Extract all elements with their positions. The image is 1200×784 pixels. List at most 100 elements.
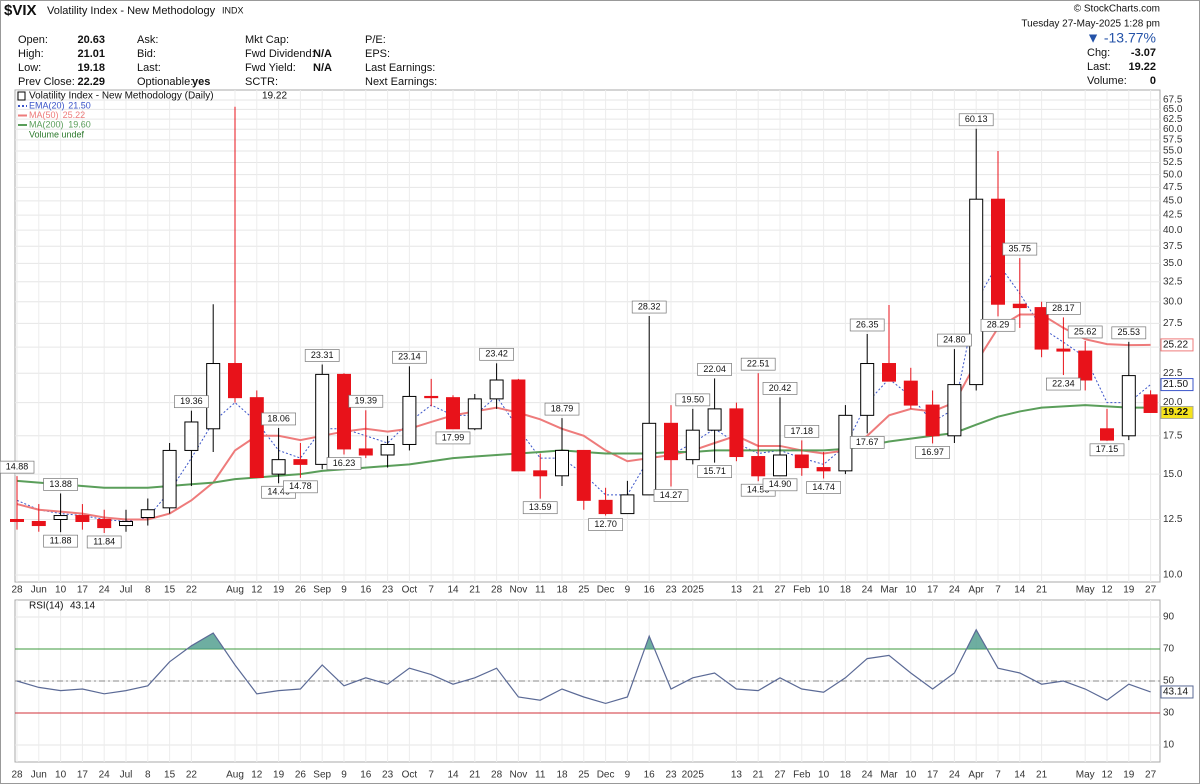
- exchange: INDX: [222, 5, 244, 15]
- y-tick-label: 12.5: [1163, 514, 1183, 525]
- x-tick-label: 10: [818, 770, 830, 781]
- x-tick-label: 13: [731, 770, 743, 781]
- x-tick-label: 23: [382, 770, 394, 781]
- candle-body: [446, 397, 460, 430]
- field-label: Low:: [18, 62, 41, 74]
- high-label-box: [261, 412, 296, 426]
- y-tick-label: 17.5: [1163, 430, 1183, 441]
- candle-body: [402, 395, 417, 445]
- low-label-box: [86, 535, 122, 549]
- x-tick-label: 24: [99, 585, 111, 596]
- high-label-box: [631, 300, 667, 314]
- field-label: Last:: [137, 62, 161, 74]
- high-label-box: [0, 460, 35, 474]
- x-tick-label: 16: [360, 770, 372, 781]
- high-label-box: [784, 425, 820, 438]
- price-legend: Volatility Index - New Methodology (Dail…: [29, 91, 214, 102]
- candle-body: [729, 408, 744, 458]
- x-tick-label: 16: [644, 585, 656, 596]
- high-label-box: [958, 113, 994, 127]
- x-tick-label: 17: [77, 585, 89, 596]
- x-tick-label: 14: [447, 770, 459, 781]
- x-tick-label: 23: [665, 770, 677, 781]
- x-tick-label: 21: [1036, 585, 1048, 596]
- x-tick-label: 10: [905, 585, 917, 596]
- candle-body: [467, 398, 482, 430]
- candle-body: [576, 449, 591, 501]
- candle-body: [1078, 350, 1093, 381]
- candle-body: [140, 509, 155, 519]
- field-value: -3.07: [1131, 47, 1156, 59]
- candle-body: [1012, 303, 1027, 309]
- x-tick-label: 13: [731, 585, 743, 596]
- high-label: 14.88: [6, 462, 29, 472]
- high-label-box: [43, 478, 78, 491]
- x-tick-label: 9: [341, 585, 347, 596]
- high-label-box: [348, 394, 384, 408]
- x-tick-label: 26: [295, 770, 307, 781]
- field-label: Prev Close:: [18, 76, 75, 88]
- low-label-box: [762, 478, 798, 492]
- x-tick-label: 27: [774, 585, 786, 596]
- x-tick-label: 12: [1101, 770, 1113, 781]
- y-tick-label: 57.5: [1163, 135, 1183, 146]
- field-value: yes: [192, 76, 210, 88]
- y-tick-label: 22.5: [1163, 368, 1183, 379]
- high-label: 19.36: [180, 396, 203, 406]
- x-tick-label: 10: [55, 770, 67, 781]
- x-tick-label: 7: [995, 770, 1001, 781]
- x-tick-label: 18: [840, 770, 852, 781]
- candle-body: [337, 373, 351, 450]
- x-tick-label: 26: [295, 585, 307, 596]
- datetime: Tuesday 27-May-2025 1:28 pm: [1021, 19, 1160, 30]
- x-tick-label: 8: [145, 585, 151, 596]
- high-label: 17.18: [791, 426, 814, 436]
- x-tick-label: 22: [186, 770, 198, 781]
- y-tick-label: 65.0: [1163, 104, 1183, 115]
- high-label: 13.88: [49, 479, 72, 489]
- x-tick-label: 15: [164, 770, 176, 781]
- high-label: 23.42: [485, 349, 508, 359]
- high-label: 24.80: [943, 334, 966, 344]
- x-tick-label: 16: [644, 770, 656, 781]
- high-label: 60.13: [965, 114, 988, 124]
- x-tick-label: Jun: [31, 770, 47, 781]
- candle-body: [315, 373, 330, 465]
- y-tick-label: 55.0: [1163, 146, 1183, 157]
- x-tick-label: 9: [625, 770, 631, 781]
- x-tick-label: 9: [625, 585, 631, 596]
- x-tick-label: 21: [469, 585, 481, 596]
- field-value: 0: [1150, 75, 1156, 87]
- low-label-box: [915, 446, 950, 459]
- field-label: P/E:: [365, 34, 386, 46]
- candle-body: [1100, 428, 1114, 441]
- x-tick-label: Apr: [968, 585, 984, 596]
- x-tick-label: 19: [1123, 770, 1135, 781]
- low-label-box: [1089, 443, 1125, 457]
- low-label-box: [697, 465, 732, 478]
- candle-body: [925, 404, 940, 437]
- field-value: N/A: [313, 48, 332, 60]
- field-label: Next Earnings:: [365, 76, 437, 88]
- x-tick-label: 8: [145, 770, 151, 781]
- price-panel: [14, 89, 1161, 583]
- low-label-box: [849, 436, 885, 449]
- candle-body: [773, 454, 787, 477]
- low-label: 16.23: [333, 458, 356, 468]
- low-label-box: [522, 501, 558, 515]
- field-value: 22.29: [77, 76, 105, 88]
- rsi-tick-label: 70: [1163, 644, 1175, 655]
- high-label-box: [1002, 242, 1038, 256]
- x-tick-label: 28: [11, 585, 23, 596]
- legend-value: 21.50: [68, 100, 91, 110]
- x-tick-label: Aug: [226, 585, 244, 596]
- high-label-box: [937, 333, 972, 347]
- x-tick-label: 14: [1014, 585, 1026, 596]
- x-tick-label: May: [1076, 585, 1095, 596]
- volume-legend: Volume undef: [29, 129, 85, 139]
- x-tick-label: 7: [428, 770, 434, 781]
- field-label: Chg:: [1087, 47, 1110, 59]
- x-tick-label: 19: [1123, 585, 1135, 596]
- candle-body: [511, 379, 526, 472]
- x-tick-label: 27: [1145, 585, 1157, 596]
